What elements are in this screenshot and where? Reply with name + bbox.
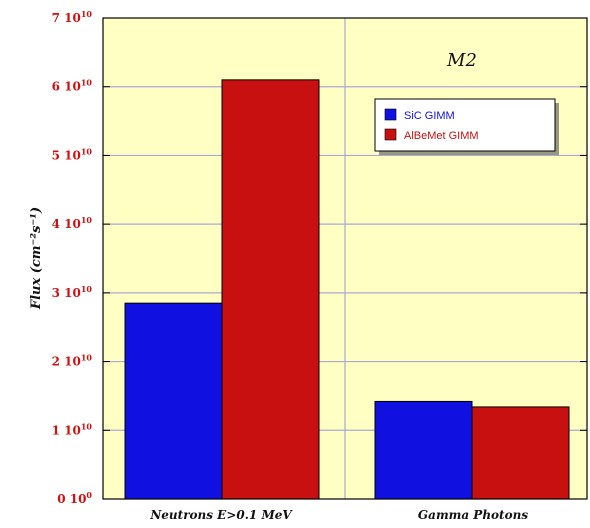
legend-swatch [384, 128, 397, 141]
y-ticks: 0 100 1 1010 2 1010 3 1010 4 1010 5 1010 6 101… [52, 9, 587, 506]
y-axis-label: Flux (cm⁻²s⁻¹) [29, 207, 44, 310]
bar [221, 79, 320, 500]
panel-title: M2 [446, 50, 477, 71]
bar [374, 400, 473, 500]
x-category-label: Neutrons E>0.1 MeV [149, 508, 293, 522]
y-tick-label: 2 1010 [52, 353, 93, 369]
bars [124, 79, 570, 500]
y-tick-label: 6 1010 [52, 78, 93, 94]
bar [124, 302, 223, 500]
x-category-label: Gamma Photons [418, 508, 528, 522]
y-tick-label: 4 1010 [52, 215, 93, 231]
y-tick-label: 5 1010 [52, 146, 93, 162]
y-tick-label: 0 100 [57, 490, 92, 506]
legend: SiC GIMM AlBeMet GIMM [374, 98, 559, 155]
legend-entry: SiC GIMM [404, 110, 455, 122]
y-tick-label: 3 1010 [52, 284, 93, 300]
legend-entry: AlBeMet GIMM [404, 130, 479, 142]
y-tick-label: 7 1010 [52, 9, 93, 25]
bar [471, 406, 570, 500]
x-category-labels: Neutrons E>0.1 MeV Gamma Photons [149, 508, 528, 522]
legend-swatch [384, 108, 397, 121]
plot-frame [102, 17, 588, 500]
y-tick-label: 1 1010 [52, 421, 93, 437]
